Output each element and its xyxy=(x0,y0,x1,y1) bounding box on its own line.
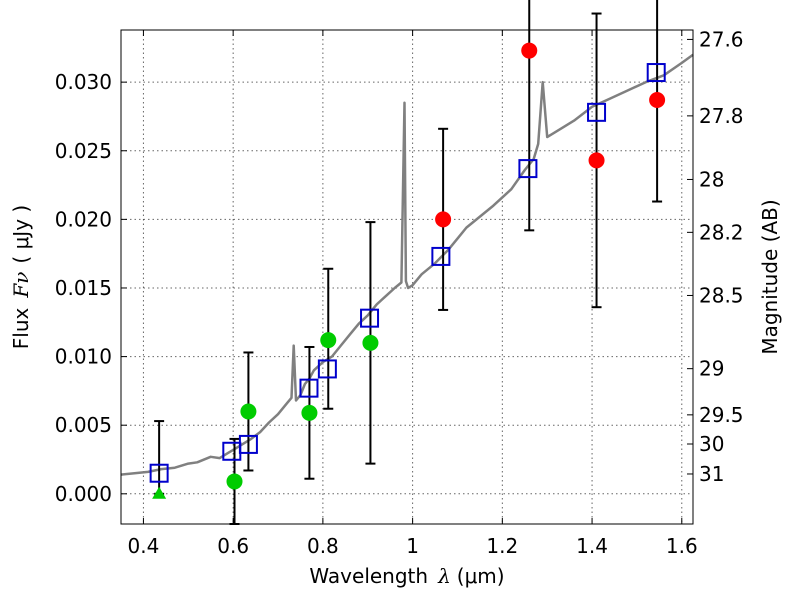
magnitude-tick-label: 29.5 xyxy=(699,403,744,427)
magnitude-tick-label: 27.6 xyxy=(699,27,744,51)
model-photometry-square xyxy=(317,359,337,379)
photometry-point xyxy=(301,404,318,421)
magnitude-tick-label: 27.8 xyxy=(699,104,744,128)
y-tick-label: 0.000 xyxy=(55,482,112,506)
model-photometry-square xyxy=(299,378,319,398)
x-axis-label-symbol: λ xyxy=(437,564,451,588)
magnitude-tick-label: 28.5 xyxy=(699,283,744,307)
x-axis-label-unit: (μm) xyxy=(457,564,505,588)
y-tick-label: 0.010 xyxy=(55,345,112,369)
photometry-point xyxy=(362,334,379,351)
x-tick-label: 0.6 xyxy=(217,534,249,558)
magnitude-tick-label: 28.2 xyxy=(699,220,744,244)
y-axis-ticks: 0.000 0.005 0.010 0.015 0.020 0.025 0.030 xyxy=(55,70,127,506)
y-tick-label: 0.025 xyxy=(55,139,112,163)
photometry-point xyxy=(521,42,538,59)
grid xyxy=(121,30,693,524)
plot-frame xyxy=(120,29,694,525)
y-tick-label: 0.005 xyxy=(55,413,112,437)
x-axis-label: Wavelength λ (μm) xyxy=(309,564,504,588)
y-axis-label-symbol: Fν xyxy=(9,272,33,299)
magnitude-axis-ticks: 27.6 27.8 28 28.2 28.5 29 29.5 30 31 xyxy=(687,27,744,486)
y-axis-label-text: Flux xyxy=(9,307,33,349)
spectrum-layer xyxy=(120,53,694,476)
x-tick-label: 1.4 xyxy=(576,534,608,558)
x-tick-label: 0.8 xyxy=(307,534,339,558)
magnitude-tick-label: 29 xyxy=(699,357,724,381)
y-tick-label: 0.015 xyxy=(55,276,112,300)
magnitude-tick-label: 31 xyxy=(699,462,724,486)
x-axis-ticks: 0.4 0.6 0.8 1 1.2 1.4 1.6 xyxy=(128,30,698,558)
x-tick-label: 0.4 xyxy=(128,534,160,558)
model-photometry-square xyxy=(149,463,169,483)
x-axis-label-text: Wavelength xyxy=(309,564,428,588)
model-photometry-square xyxy=(646,63,666,83)
upper-limit-triangle xyxy=(152,486,167,499)
model-spectrum-line xyxy=(120,53,694,476)
y-axis-label: Flux Fν ( μJy ) xyxy=(9,205,33,349)
magnitude-tick-label: 28 xyxy=(699,167,724,191)
photometry-point xyxy=(649,91,666,108)
model-photometry-square xyxy=(587,102,607,122)
y-axis-label-unit: ( μJy ) xyxy=(9,205,33,264)
model-photometry-square xyxy=(238,434,258,454)
magnitude-axis-label: Magnitude (AB) xyxy=(758,199,782,354)
model-photometry-square xyxy=(518,159,538,179)
marker-layer xyxy=(149,42,666,499)
magnitude-tick-label: 30 xyxy=(699,432,724,456)
model-photometry-square xyxy=(360,308,380,328)
x-tick-label: 1 xyxy=(406,534,419,558)
model-photometry-square xyxy=(431,246,451,266)
photometry-point xyxy=(240,403,257,420)
photometry-point xyxy=(226,473,243,490)
y-tick-label: 0.020 xyxy=(55,207,112,231)
errorbar-layer xyxy=(154,0,663,525)
x-tick-label: 1.2 xyxy=(486,534,518,558)
y-tick-label: 0.030 xyxy=(55,70,112,94)
photometry-point xyxy=(588,152,605,169)
x-tick-label: 1.6 xyxy=(666,534,698,558)
photometry-point xyxy=(320,332,337,349)
photometry-point xyxy=(435,211,452,228)
